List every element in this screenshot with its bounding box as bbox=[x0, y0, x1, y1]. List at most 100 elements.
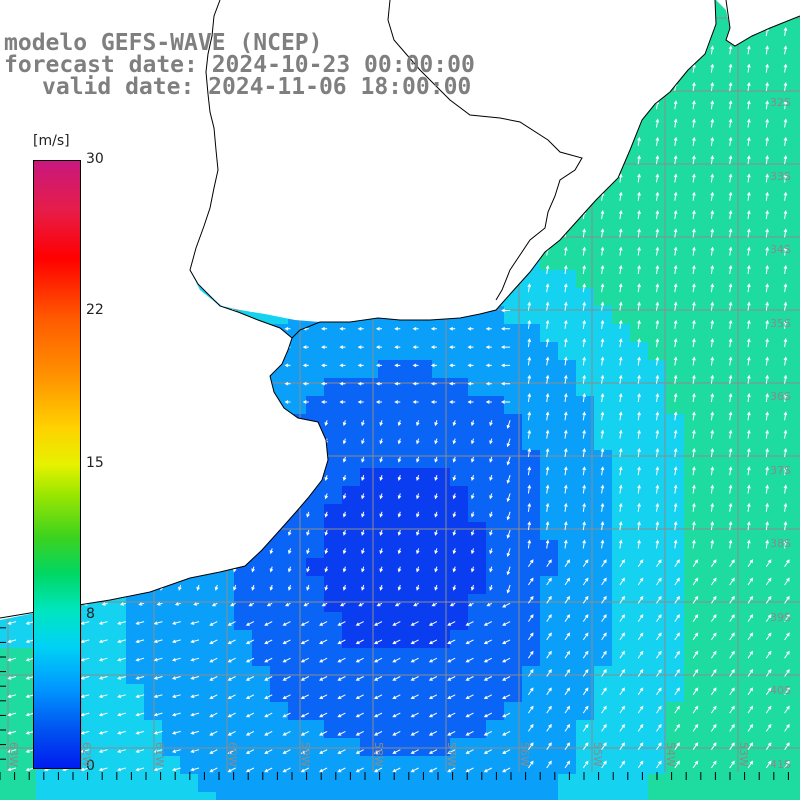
wave-cell bbox=[450, 576, 469, 595]
wave-cell bbox=[756, 414, 775, 433]
wave-cell bbox=[720, 360, 739, 379]
wave-cell bbox=[558, 342, 577, 361]
wind-arrow bbox=[117, 694, 126, 699]
wind-arrow bbox=[618, 356, 623, 366]
wave-cell bbox=[216, 630, 235, 649]
wave-cell bbox=[360, 630, 379, 649]
wave-cell bbox=[756, 450, 775, 469]
wind-arrow bbox=[673, 173, 678, 183]
wind-arrow bbox=[153, 657, 163, 662]
wind-arrow bbox=[527, 742, 534, 750]
wind-arrow bbox=[379, 438, 383, 445]
wave-cell bbox=[306, 684, 325, 703]
wave-cell bbox=[738, 288, 757, 307]
wave-cell bbox=[792, 630, 800, 649]
wind-arrow bbox=[655, 411, 660, 421]
wave-cell bbox=[684, 360, 703, 379]
wave-cell bbox=[630, 774, 649, 793]
wave-cell bbox=[360, 414, 379, 433]
wind-arrow bbox=[601, 723, 607, 732]
wind-arrow bbox=[655, 228, 660, 238]
wave-cell bbox=[468, 594, 487, 613]
wave-cell bbox=[576, 630, 595, 649]
wind-arrow bbox=[465, 676, 474, 681]
wave-cell bbox=[324, 738, 343, 757]
wind-arrow bbox=[527, 283, 532, 293]
wave-cell bbox=[648, 198, 667, 217]
wave-cell bbox=[648, 594, 667, 613]
wind-arrow bbox=[506, 511, 511, 521]
wave-cell bbox=[360, 756, 379, 775]
wind-arrow bbox=[135, 730, 145, 735]
latitude-label: 36S bbox=[770, 390, 791, 403]
wind-arrow bbox=[564, 669, 571, 677]
wave-cell bbox=[792, 648, 800, 667]
wind-arrow bbox=[410, 639, 419, 645]
wave-cell bbox=[306, 378, 325, 397]
wind-arrow bbox=[582, 742, 589, 750]
wind-arrow bbox=[564, 429, 568, 439]
wind-arrow bbox=[710, 539, 715, 549]
wind-arrow bbox=[337, 749, 346, 754]
wave-cell bbox=[450, 594, 469, 613]
wave-cell bbox=[396, 540, 415, 559]
wave-cell bbox=[216, 702, 235, 721]
wind-arrow bbox=[486, 602, 493, 607]
wind-arrow bbox=[489, 584, 493, 591]
wind-arrow bbox=[361, 493, 365, 500]
wave-cell bbox=[774, 72, 793, 91]
wind-arrow bbox=[361, 456, 365, 463]
wave-cell bbox=[774, 450, 793, 469]
wave-cell bbox=[540, 648, 559, 667]
wave-cell bbox=[432, 324, 451, 343]
wave-cell bbox=[396, 378, 415, 397]
wind-arrow bbox=[710, 45, 715, 55]
wind-arrow bbox=[324, 511, 329, 518]
wave-cell bbox=[180, 774, 199, 793]
wave-cell bbox=[756, 126, 775, 145]
wind-arrow bbox=[527, 411, 532, 421]
wave-cell bbox=[414, 648, 433, 667]
wave-cell bbox=[648, 414, 667, 433]
wave-cell bbox=[558, 414, 577, 433]
wind-arrow bbox=[655, 338, 660, 348]
wind-arrow bbox=[502, 694, 511, 699]
wind-arrow bbox=[282, 657, 291, 663]
wave-cell bbox=[774, 288, 793, 307]
wave-cell bbox=[612, 396, 631, 415]
wind-arrow bbox=[784, 669, 790, 677]
wave-cell bbox=[738, 306, 757, 325]
wave-cell bbox=[558, 792, 577, 800]
wind-arrow bbox=[546, 705, 552, 714]
wave-cell bbox=[360, 684, 379, 703]
wind-arrow bbox=[135, 621, 145, 625]
wave-cell bbox=[594, 450, 613, 469]
wave-cell bbox=[558, 558, 577, 577]
wave-cell bbox=[774, 648, 793, 667]
wind-arrow bbox=[655, 356, 660, 366]
wind-arrow bbox=[619, 595, 625, 604]
wave-cell bbox=[738, 450, 757, 469]
wave-cell bbox=[738, 234, 757, 253]
wave-cell bbox=[414, 738, 433, 757]
wave-cell bbox=[756, 756, 775, 775]
wind-arrow bbox=[251, 584, 255, 591]
wind-arrow bbox=[392, 730, 401, 736]
wind-arrow bbox=[373, 639, 383, 645]
wind-arrow bbox=[747, 228, 751, 238]
wind-arrow bbox=[747, 338, 751, 348]
wind-arrow bbox=[80, 621, 90, 625]
wave-cell bbox=[612, 270, 631, 289]
wind-arrow bbox=[211, 602, 218, 607]
wind-arrow bbox=[392, 749, 401, 754]
wave-cell bbox=[738, 432, 757, 451]
wind-arrow bbox=[710, 191, 715, 201]
wind-arrow bbox=[600, 228, 605, 238]
wave-cell bbox=[288, 594, 307, 613]
wind-arrow bbox=[361, 529, 365, 536]
wind-arrow bbox=[470, 566, 475, 573]
wind-arrow bbox=[710, 228, 715, 238]
wave-cell bbox=[432, 522, 451, 541]
wind-arrow bbox=[416, 456, 420, 463]
wind-arrow bbox=[545, 264, 550, 274]
